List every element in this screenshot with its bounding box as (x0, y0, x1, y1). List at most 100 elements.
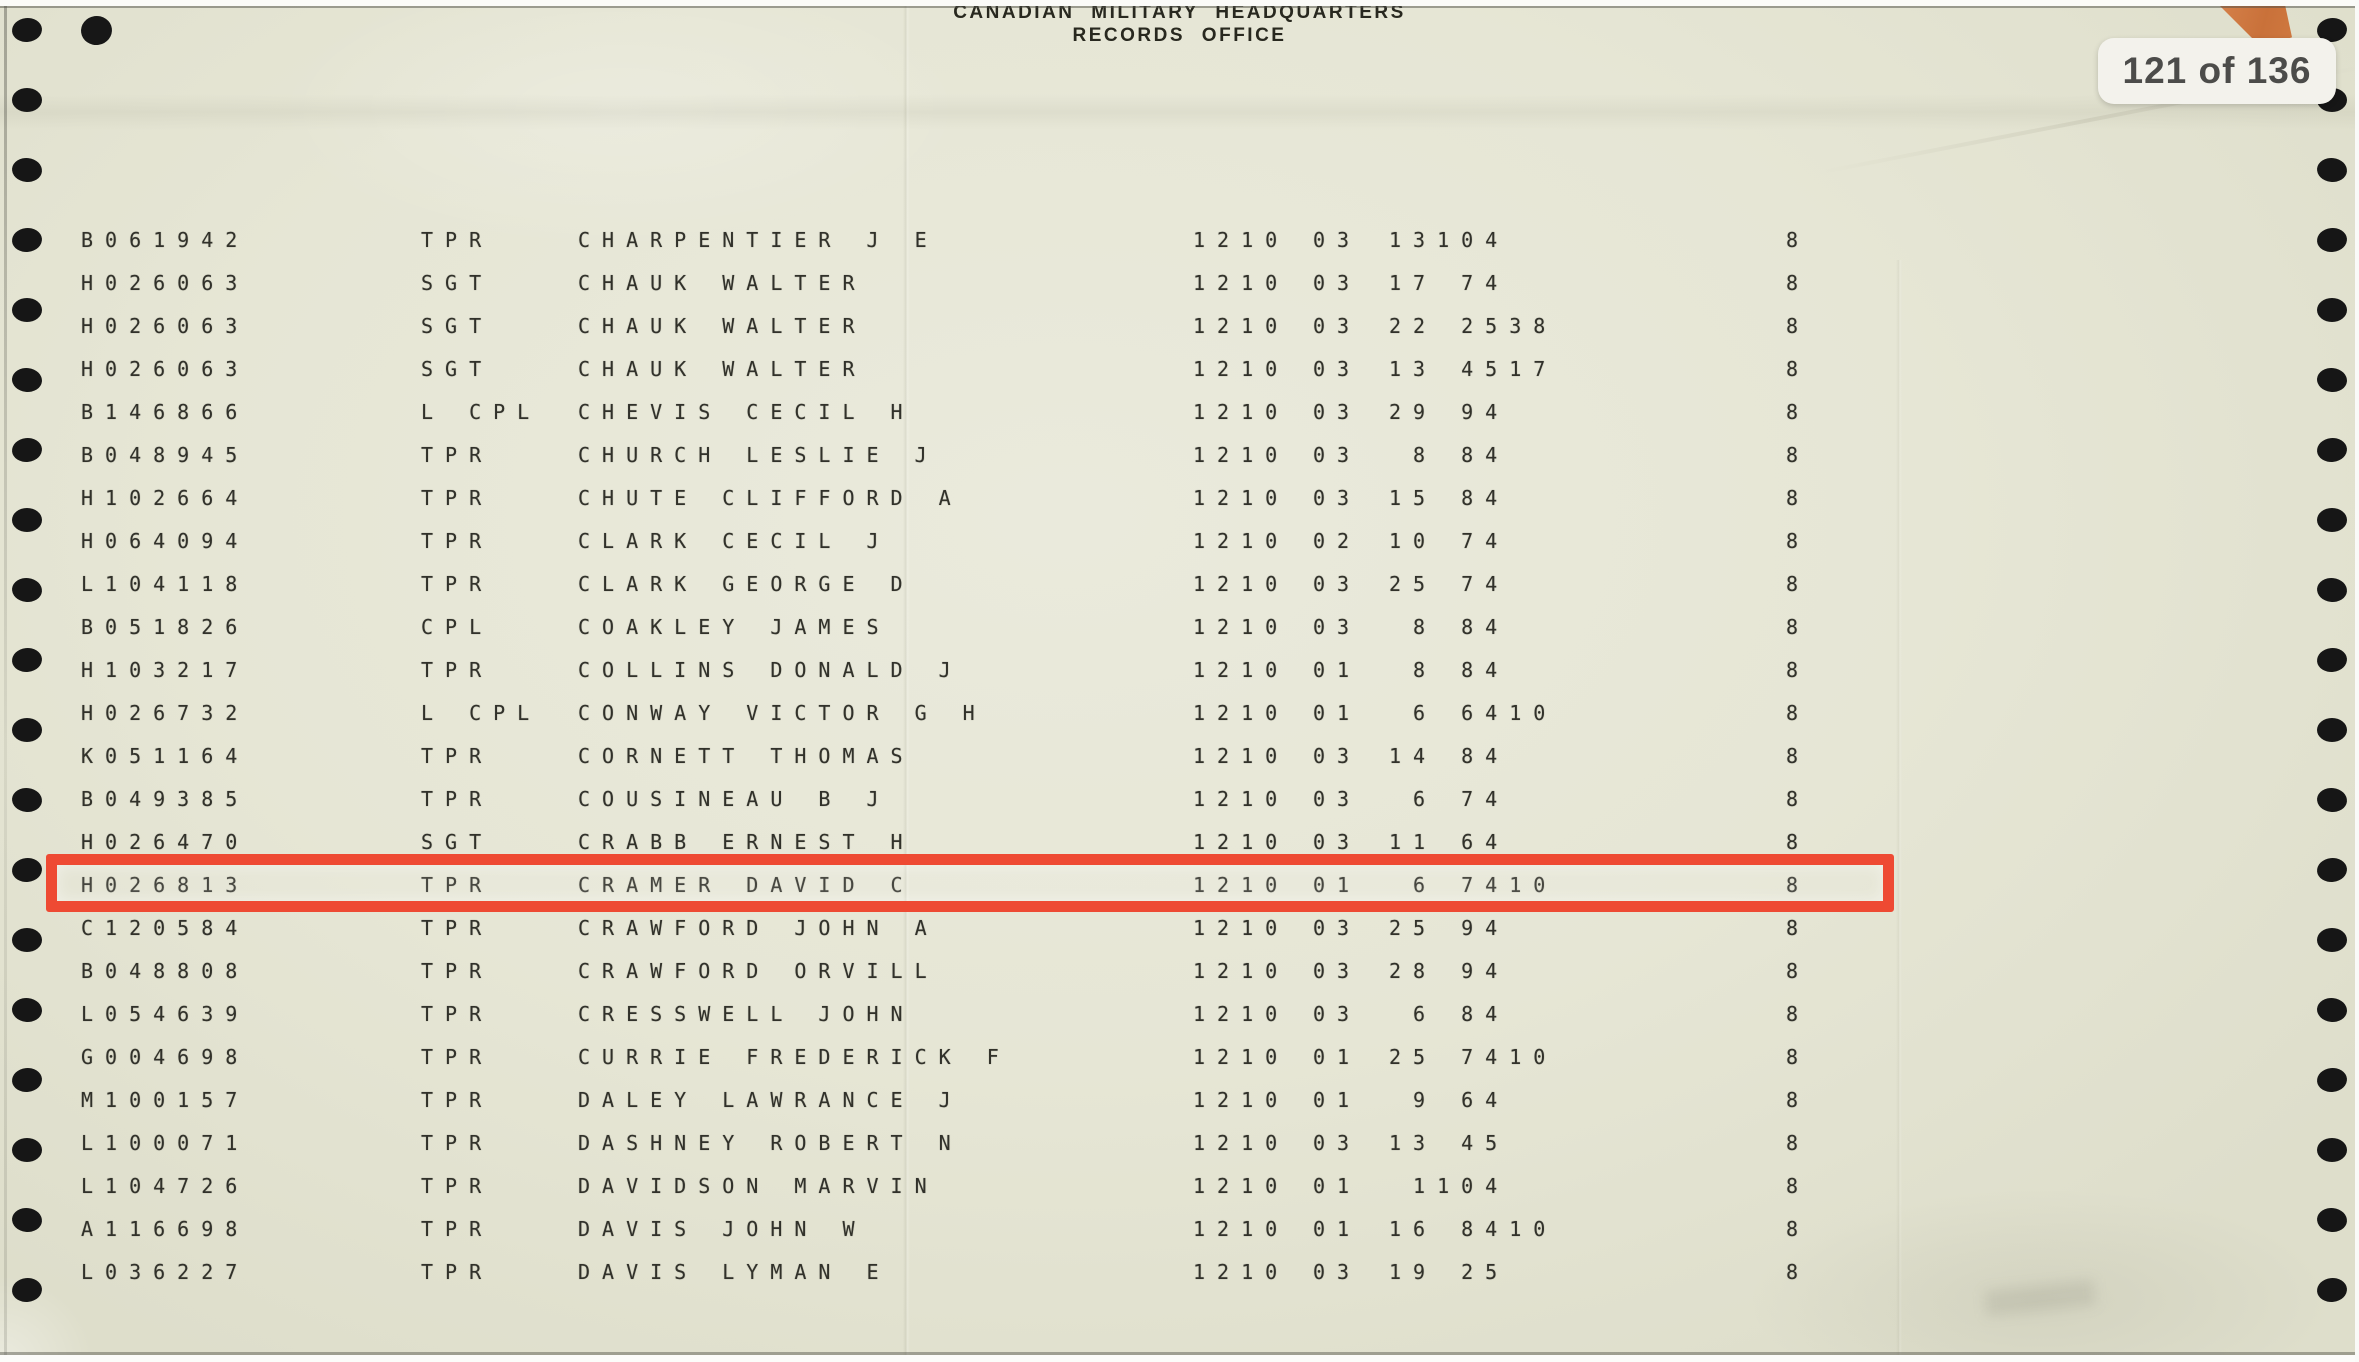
cell-month-code: 03 (1313, 271, 1362, 295)
table-row: A116698 TPR DAVIS JOHN W 1210 01 16 8410 8 (0, 1208, 2359, 1251)
cell-rank: TPR (421, 787, 494, 811)
cell-day-group: 6 84 (1389, 1002, 1510, 1026)
table-row: L100071 TPR DASHNEY ROBERT N 1210 03 13 45 8 (0, 1122, 2359, 1165)
cell-flag: 8 (1786, 1131, 1811, 1155)
cell-service-number: B051826 (81, 615, 250, 639)
cell-day-group: 6 7410 (1389, 873, 1558, 897)
cell-month-code: 02 (1313, 529, 1362, 553)
cell-unit-code: 1210 (1193, 830, 1290, 854)
vertical-fold-crease (1896, 260, 1902, 1362)
cell-month-code: 01 (1313, 658, 1362, 682)
cell-month-code: 03 (1313, 400, 1362, 424)
cell-service-number: B049385 (81, 787, 250, 811)
cell-month-code: 03 (1313, 787, 1362, 811)
cell-unit-code: 1210 (1193, 916, 1290, 940)
cell-month-code: 03 (1313, 443, 1362, 467)
cell-unit-code: 1210 (1193, 1088, 1290, 1112)
cell-month-code: 03 (1313, 228, 1362, 252)
cell-day-group: 11 64 (1389, 830, 1510, 854)
cell-flag: 8 (1786, 1217, 1811, 1241)
cell-service-number: L036227 (81, 1260, 250, 1284)
cell-flag: 8 (1786, 959, 1811, 983)
cell-month-code: 03 (1313, 916, 1362, 940)
cell-rank: TPR (421, 1217, 494, 1241)
cell-name: DAVIS JOHN W (578, 1217, 867, 1241)
cell-day-group: 22 2538 (1389, 314, 1558, 338)
cell-rank: SGT (421, 314, 494, 338)
cell-name: CONWAY VICTOR G H (578, 701, 987, 725)
cell-day-group: 14 84 (1389, 744, 1510, 768)
highlight-box (46, 854, 1894, 912)
punch-hole-left (12, 1138, 42, 1162)
cell-month-code: 03 (1313, 959, 1362, 983)
punch-hole-right (2317, 928, 2347, 952)
cell-name: CRESSWELL JOHN (578, 1002, 915, 1026)
cell-day-group: 8 84 (1389, 615, 1510, 639)
cell-unit-code: 1210 (1193, 1045, 1290, 1069)
cell-flag: 8 (1786, 486, 1811, 510)
punch-hole-right (2317, 508, 2347, 532)
page-indicator-text: 121 of 136 (2122, 50, 2312, 91)
cell-service-number: B048945 (81, 443, 250, 467)
cell-flag: 8 (1786, 1088, 1811, 1112)
cell-rank: CPL (421, 615, 494, 639)
table-row: H064094 TPR CLARK CECIL J 1210 02 10 74 8 (0, 520, 2359, 563)
table-row: H102664 TPR CHUTE CLIFFORD A 1210 03 15 84 8 (0, 477, 2359, 520)
cell-name: CRABB ERNEST H (578, 830, 915, 854)
cell-day-group: 25 7410 (1389, 1045, 1558, 1069)
cell-flag: 8 (1786, 357, 1811, 381)
table-row: C120584 TPR CRAWFORD JOHN A 1210 03 25 94 8 (0, 907, 2359, 950)
cell-month-code: 03 (1313, 830, 1362, 854)
cell-rank: TPR (421, 873, 494, 897)
cell-day-group: 29 94 (1389, 400, 1510, 424)
cell-name: CHAUK WALTER (578, 271, 867, 295)
document-subtitle: RECORDS OFFICE (1072, 25, 1287, 46)
table-row: H026063 SGT CHAUK WALTER 1210 03 13 4517 8 (0, 348, 2359, 391)
cell-name: COLLINS DONALD J (578, 658, 963, 682)
cell-rank: SGT (421, 271, 494, 295)
table-row: L104118 TPR CLARK GEORGE D 1210 03 25 74 8 (0, 563, 2359, 606)
cell-day-group: 13104 (1389, 228, 1510, 252)
table-row: H026063 SGT CHAUK WALTER 1210 03 17 74 8 (0, 262, 2359, 305)
cell-unit-code: 1210 (1193, 529, 1290, 553)
cell-service-number: H026813 (81, 873, 250, 897)
cell-service-number: H064094 (81, 529, 250, 553)
cell-name: COUSINEAU B J (578, 787, 891, 811)
cell-service-number: H102664 (81, 486, 250, 510)
cell-unit-code: 1210 (1193, 271, 1290, 295)
cell-day-group: 10 74 (1389, 529, 1510, 553)
cell-rank: TPR (421, 1045, 494, 1069)
cell-unit-code: 1210 (1193, 228, 1290, 252)
vertical-fold-crease (903, 0, 910, 1362)
cell-day-group: 19 25 (1389, 1260, 1510, 1284)
cell-rank: TPR (421, 228, 494, 252)
cell-day-group: 9 64 (1389, 1088, 1510, 1112)
cell-month-code: 01 (1313, 873, 1362, 897)
cell-name: DAVIS LYMAN E (578, 1260, 891, 1284)
cell-month-code: 03 (1313, 314, 1362, 338)
table-row: B061942 TPR CHARPENTIER J E 1210 03 13104 8 (0, 219, 2359, 262)
cell-name: CHAUK WALTER (578, 314, 867, 338)
cell-unit-code: 1210 (1193, 615, 1290, 639)
punch-hole-left (12, 88, 42, 112)
cell-day-group: 15 84 (1389, 486, 1510, 510)
cell-service-number: H026063 (81, 271, 250, 295)
cell-rank: TPR (421, 529, 494, 553)
table-row: H103217 TPR COLLINS DONALD J 1210 01 8 84 8 (0, 649, 2359, 692)
cell-day-group: 6 74 (1389, 787, 1510, 811)
cell-month-code: 03 (1313, 486, 1362, 510)
cell-rank: L CPL (421, 701, 542, 725)
cell-rank: TPR (421, 744, 494, 768)
cell-rank: TPR (421, 486, 494, 510)
cell-month-code: 01 (1313, 1217, 1362, 1241)
cell-service-number: L100071 (81, 1131, 250, 1155)
cell-rank: TPR (421, 1174, 494, 1198)
horizontal-fold-crease (0, 94, 2359, 130)
cell-name: CURRIE FREDERICK F (578, 1045, 1011, 1069)
cell-unit-code: 1210 (1193, 443, 1290, 467)
cell-service-number: B146866 (81, 400, 250, 424)
cell-day-group: 8 84 (1389, 443, 1510, 467)
cell-day-group: 25 94 (1389, 916, 1510, 940)
cell-month-code: 03 (1313, 572, 1362, 596)
